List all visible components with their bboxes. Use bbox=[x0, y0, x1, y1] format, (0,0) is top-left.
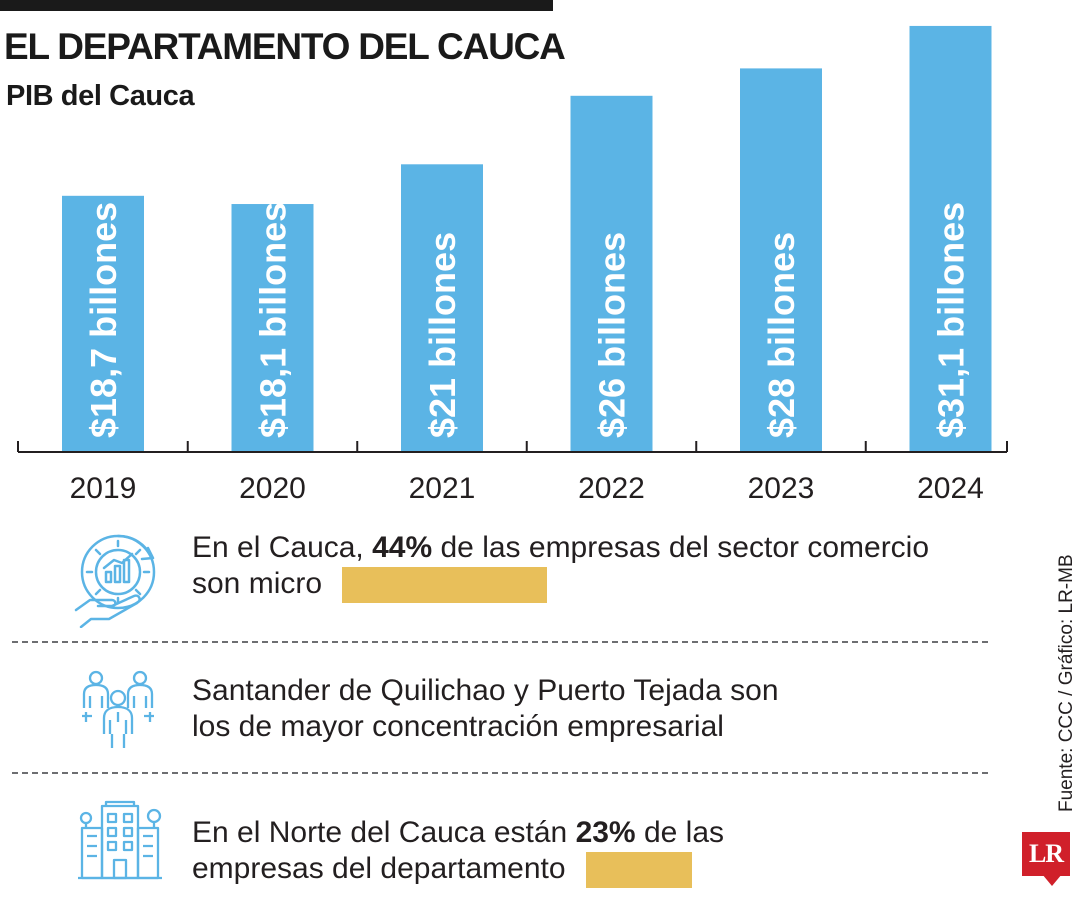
people-group-icon bbox=[82, 670, 154, 748]
bar bbox=[909, 25, 992, 453]
bar bbox=[401, 164, 483, 453]
divider bbox=[12, 641, 988, 643]
lr-logo-tail bbox=[1042, 874, 1062, 886]
fact-3-text-post: de las bbox=[635, 816, 724, 849]
x-tick-label: 2019 bbox=[70, 472, 137, 505]
building-icon bbox=[78, 800, 162, 880]
gear-hand-chart-icon bbox=[74, 534, 156, 628]
fact-3-line2: empresas del departamento bbox=[192, 852, 566, 885]
x-tick-label: 2020 bbox=[239, 472, 306, 505]
bar bbox=[570, 95, 653, 453]
fact-1: En el Cauca, 44% de las empresas del sec… bbox=[192, 530, 930, 604]
bar-value-label: $18,7 billones bbox=[83, 202, 124, 438]
x-tick-label: 2023 bbox=[748, 472, 815, 505]
bar-value-label: $31,1 billones bbox=[931, 202, 972, 438]
bar bbox=[62, 195, 144, 452]
bar bbox=[231, 204, 314, 452]
fact-2: Santander de Quilichao y Puerto Tejada s… bbox=[192, 673, 779, 745]
fact-1-line2: son micro bbox=[192, 567, 323, 600]
fact-3-text-pre: En el Norte del Cauca están bbox=[192, 816, 576, 849]
bar bbox=[740, 68, 822, 453]
fact-2-line2: los de mayor concentración empresarial bbox=[192, 710, 724, 743]
fact-3-highlight-bar bbox=[585, 852, 692, 889]
fact-3: En el Norte del Cauca están 23% de las e… bbox=[192, 815, 724, 889]
bar-value-label: $28 billones bbox=[761, 232, 802, 438]
fact-1-percent: 44% bbox=[372, 531, 433, 564]
fact-1-text-pre: En el Cauca, bbox=[192, 531, 373, 564]
fact-1-highlight-bar bbox=[342, 567, 548, 604]
x-tick-label: 2021 bbox=[409, 472, 476, 505]
fact-2-line1: Santander de Quilichao y Puerto Tejada s… bbox=[192, 674, 779, 707]
bar-chart: $18,7 billones 2019 $18,1 billones 2020 $21 … bbox=[17, 25, 1008, 505]
lr-logo: LR bbox=[1022, 832, 1070, 876]
page-title: EL DEPARTAMENTO DEL CAUCA bbox=[4, 26, 566, 67]
bar-value-label: $21 billones bbox=[422, 232, 463, 438]
fact-3-percent: 23% bbox=[575, 816, 636, 849]
divider bbox=[12, 772, 988, 774]
chart-subtitle: PIB del Cauca bbox=[6, 80, 195, 112]
top-rule bbox=[0, 0, 553, 11]
x-tick-label: 2024 bbox=[917, 472, 984, 505]
bar-value-label: $18,1 billones bbox=[253, 202, 294, 438]
bar-value-label: $26 billones bbox=[592, 232, 633, 438]
fact-1-text-post: de las empresas del sector comercio bbox=[432, 531, 930, 564]
x-tick-label: 2022 bbox=[578, 472, 645, 505]
source-credit: Fuente: CCC / Gráfico: LR-MB bbox=[1056, 554, 1077, 812]
